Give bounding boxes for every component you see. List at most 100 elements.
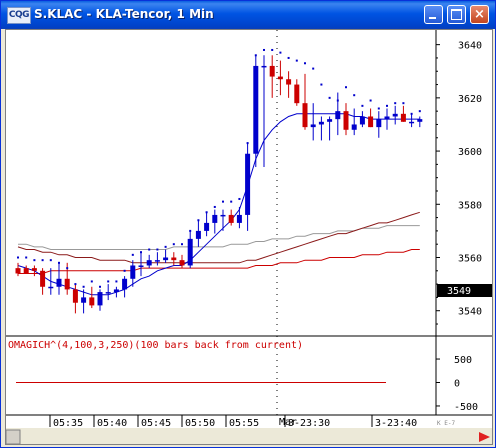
band-dark-red-line bbox=[17, 211, 420, 264]
candle-body bbox=[187, 238, 193, 266]
study-tick-label: -500 bbox=[454, 402, 478, 413]
time-tick-label: 3-23:40 bbox=[375, 418, 417, 429]
maximize-button[interactable] bbox=[447, 5, 466, 24]
candle-body bbox=[318, 121, 324, 125]
price-tick-label: 3600 bbox=[458, 147, 482, 158]
signal-dot bbox=[172, 243, 175, 246]
chart-client-area[interactable]: 3640 3620 3600 3580 3560 3540 3549 OMAGICH^(4… bbox=[5, 29, 493, 445]
candle-body bbox=[335, 111, 341, 120]
price-axis: 3640 3620 3600 3580 3560 3540 bbox=[436, 41, 482, 325]
candle-body bbox=[122, 278, 128, 290]
candle-body bbox=[310, 124, 316, 128]
close-icon: × bbox=[474, 7, 485, 22]
candle-body bbox=[400, 113, 406, 122]
study-tick-label: 500 bbox=[454, 355, 472, 366]
price-tick-label: 3540 bbox=[458, 307, 482, 318]
candle-body bbox=[269, 65, 275, 77]
close-button[interactable]: × bbox=[470, 5, 489, 24]
candle-body bbox=[294, 84, 300, 104]
candle-body bbox=[236, 214, 242, 223]
signal-dot bbox=[115, 280, 118, 283]
candle-body bbox=[359, 116, 365, 125]
signal-dot bbox=[181, 243, 183, 246]
candle-body bbox=[105, 292, 111, 294]
price-chart[interactable]: 3640 3620 3600 3580 3560 3540 3549 OMAGICH^(4… bbox=[5, 30, 492, 445]
signal-dot bbox=[271, 48, 274, 51]
candle-body bbox=[154, 260, 160, 262]
time-tick-label: 05:35 bbox=[53, 418, 83, 429]
signal-dot bbox=[394, 102, 397, 105]
signal-dot bbox=[304, 62, 306, 65]
scroll-right-arrow-icon[interactable] bbox=[479, 432, 490, 442]
candle-body bbox=[409, 121, 415, 124]
candle-body bbox=[171, 257, 177, 261]
signal-dot bbox=[222, 200, 224, 203]
signal-dot bbox=[123, 269, 126, 272]
signal-dot bbox=[328, 96, 331, 99]
signal-dot bbox=[41, 259, 44, 262]
signal-dot bbox=[279, 51, 282, 54]
candle-body bbox=[48, 286, 54, 289]
signal-dots bbox=[17, 48, 421, 288]
signal-dot bbox=[17, 256, 19, 259]
band-red-line bbox=[18, 249, 420, 274]
signal-dot bbox=[49, 259, 52, 262]
signal-dot bbox=[164, 245, 167, 248]
candle-body bbox=[15, 268, 21, 274]
candle-body bbox=[195, 230, 201, 239]
study-label: OMAGICH^(4,100,3,250)(100 bars back from… bbox=[8, 340, 303, 351]
candle-body bbox=[163, 257, 169, 261]
time-axis: 05:35 05:40 05:45 05:50 05:55 3-23:30 3-23:40 bbox=[49, 415, 417, 429]
study-panel: 500 0 -500 bbox=[16, 355, 478, 413]
signal-dot bbox=[336, 99, 339, 102]
price-tick-label: 3560 bbox=[458, 254, 482, 265]
candle-body bbox=[130, 265, 136, 279]
signal-dot bbox=[148, 248, 151, 251]
candle-body bbox=[23, 268, 29, 274]
signal-dot bbox=[287, 56, 290, 59]
date-marker: Mar bbox=[279, 417, 297, 428]
candle-body bbox=[146, 260, 152, 266]
candle-body bbox=[89, 297, 95, 306]
candle-body bbox=[327, 119, 333, 122]
candle-body bbox=[417, 119, 423, 122]
signal-dot bbox=[82, 285, 85, 288]
signal-dot bbox=[156, 248, 159, 251]
signal-dot bbox=[90, 280, 93, 283]
signal-dot bbox=[386, 104, 388, 107]
candles bbox=[15, 55, 423, 314]
candle-body bbox=[392, 113, 398, 117]
signal-dot bbox=[197, 219, 200, 222]
scroll-left-button[interactable] bbox=[5, 429, 21, 445]
time-tick-label: 05:55 bbox=[229, 418, 259, 429]
signal-dot bbox=[377, 107, 380, 110]
candle-body bbox=[56, 278, 62, 287]
signal-dot bbox=[410, 112, 413, 115]
price-tick-label: 3580 bbox=[458, 200, 482, 211]
signal-dot bbox=[369, 99, 372, 102]
signal-dot bbox=[230, 200, 233, 203]
time-tick-label: 05:45 bbox=[141, 418, 171, 429]
maximize-icon bbox=[451, 9, 462, 20]
candle-body bbox=[64, 278, 70, 290]
candle-body bbox=[368, 116, 374, 128]
signal-dot bbox=[361, 104, 364, 107]
signal-dot bbox=[107, 280, 110, 283]
candle-body bbox=[31, 268, 37, 271]
candle-body bbox=[286, 79, 292, 85]
signal-dot bbox=[205, 211, 208, 214]
moving-average-line bbox=[17, 113, 420, 296]
current-price-label: 3549 bbox=[447, 286, 471, 297]
candle-body bbox=[228, 214, 234, 223]
title-bar[interactable]: CQG S.KLAC - KLA-Tencor, 1 Min × bbox=[1, 1, 495, 29]
signal-dot bbox=[345, 86, 347, 89]
time-scrollbar[interactable] bbox=[6, 428, 492, 444]
price-plot-area[interactable] bbox=[6, 30, 436, 336]
minimize-button[interactable] bbox=[424, 5, 443, 24]
candle-body bbox=[72, 289, 78, 303]
current-price-tag bbox=[437, 284, 492, 297]
signal-dot bbox=[312, 67, 315, 70]
window-title: S.KLAC - KLA-Tencor, 1 Min bbox=[34, 7, 214, 21]
signal-dot bbox=[295, 59, 298, 62]
candle-body bbox=[179, 260, 185, 266]
